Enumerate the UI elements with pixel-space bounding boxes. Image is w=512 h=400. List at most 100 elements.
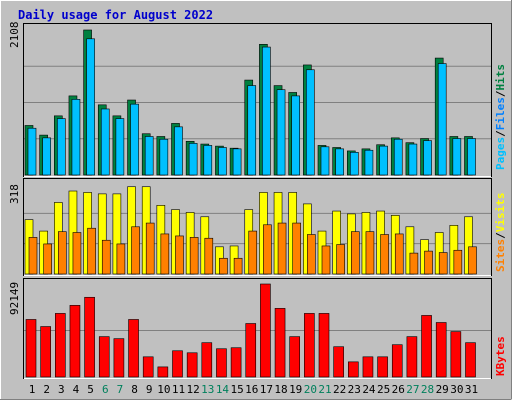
sites-bar-day-9 — [145, 222, 155, 275]
sites-bar-day-6 — [101, 239, 111, 275]
sites-bar-day-24 — [365, 231, 375, 275]
files-bar-day-19 — [291, 95, 301, 176]
files-bar-day-27 — [408, 143, 418, 176]
files-bar-day-29 — [437, 63, 447, 176]
files-bar-day-3 — [56, 118, 66, 176]
sites-bar-day-10 — [160, 233, 170, 275]
kbytes-bar-day-25 — [377, 356, 388, 378]
kbytes-bar-day-7 — [113, 338, 125, 378]
day-label-9: 9 — [146, 383, 153, 396]
kbytes-bar-day-5 — [84, 296, 95, 378]
day-label-1: 1 — [29, 383, 36, 396]
day-label-28: 28 — [421, 383, 434, 396]
sites-bar-day-3 — [57, 231, 67, 275]
kbytes-bar-day-30 — [450, 331, 462, 378]
legend-hits: Hits — [494, 64, 507, 91]
kbytes-bar-day-12 — [186, 352, 198, 378]
sites-bar-day-26 — [394, 233, 404, 275]
kbytes-bar-day-17 — [260, 283, 271, 378]
day-label-27: 27 — [406, 383, 419, 396]
sites-bar-day-17 — [263, 224, 272, 275]
files-bar-day-28 — [423, 140, 432, 176]
kbytes-bar-day-2 — [40, 326, 51, 378]
files-bar-day-15 — [232, 148, 242, 176]
sites-bar-day-13 — [204, 237, 214, 275]
legend-visits: Visits — [494, 193, 507, 233]
day-label-10: 10 — [157, 383, 170, 396]
files-bar-day-2 — [42, 137, 51, 176]
kbytes-bar-day-4 — [69, 305, 81, 378]
chart-title: Daily usage for August 2022 — [18, 8, 213, 22]
sites-bar-day-15 — [233, 257, 243, 275]
files-bar-day-7 — [115, 118, 125, 176]
day-label-29: 29 — [436, 383, 449, 396]
day-label-4: 4 — [73, 383, 80, 396]
sites-bar-day-22 — [336, 244, 345, 275]
sites-bar-day-12 — [189, 237, 199, 275]
kbytes-bar-day-27 — [406, 336, 418, 378]
files-bar-day-6 — [100, 108, 110, 176]
kbytes-bar-day-8 — [128, 319, 139, 378]
day-label-30: 30 — [450, 383, 463, 396]
day-label-20: 20 — [304, 383, 317, 396]
sites-bar-day-27 — [409, 252, 419, 275]
kbytes-bar-day-13 — [201, 342, 213, 378]
files-bar-day-11 — [174, 126, 183, 176]
kbytes-ymax-label: 92149 — [8, 282, 21, 315]
kbytes-bar-day-6 — [98, 336, 110, 378]
hits-legend: Pages/Files/Hits — [494, 64, 507, 170]
files-bar-day-20 — [306, 69, 315, 176]
legend-sep-2: / — [494, 90, 507, 97]
sites-bar-day-8 — [131, 226, 140, 275]
files-bar-day-31 — [467, 138, 476, 176]
day-label-18: 18 — [274, 383, 287, 396]
files-bar-day-12 — [188, 143, 198, 176]
kbytes-bar-day-16 — [245, 323, 257, 378]
files-bar-day-17 — [262, 46, 271, 176]
day-label-14: 14 — [216, 383, 230, 396]
day-label-21: 21 — [318, 383, 331, 396]
sites-bar-day-7 — [116, 243, 126, 275]
kbytes-bars — [24, 283, 491, 378]
day-label-31: 31 — [465, 383, 478, 396]
sites-bar-day-30 — [453, 249, 463, 275]
legend-pages: Pages — [494, 137, 507, 170]
files-bar-day-1 — [27, 127, 37, 176]
kbytes-bar-day-18 — [274, 308, 286, 378]
day-label-22: 22 — [333, 383, 346, 396]
day-label-2: 2 — [43, 383, 50, 396]
files-bar-day-21 — [320, 146, 330, 176]
sites-bar-day-16 — [248, 230, 258, 275]
files-bar-day-18 — [276, 89, 286, 176]
visits-legend: Sites/Visits — [494, 193, 507, 273]
day-label-15: 15 — [230, 383, 243, 396]
day-label-19: 19 — [289, 383, 302, 396]
day-label-13: 13 — [201, 383, 214, 396]
sites-bar-day-25 — [380, 234, 389, 275]
day-label-11: 11 — [172, 383, 185, 396]
hits-bars — [24, 29, 491, 176]
day-label-16: 16 — [245, 383, 258, 396]
day-label-5: 5 — [87, 383, 94, 396]
day-label-17: 17 — [260, 383, 273, 396]
kbytes-bar-day-23 — [347, 361, 359, 378]
files-bar-day-23 — [349, 152, 359, 176]
kbytes-bar-day-29 — [435, 322, 447, 378]
files-bar-day-26 — [393, 138, 403, 176]
legend-sites: Sites — [494, 239, 507, 272]
day-label-12: 12 — [187, 383, 200, 396]
day-label-23: 23 — [348, 383, 361, 396]
kbytes-bar-day-9 — [142, 356, 154, 378]
sites-bar-day-31 — [468, 246, 477, 275]
files-bar-day-10 — [159, 138, 169, 176]
sites-bar-day-28 — [424, 250, 433, 275]
kbytes-bar-day-15 — [230, 347, 242, 378]
sites-bar-day-1 — [28, 237, 38, 275]
kbytes-bar-day-11 — [172, 350, 183, 378]
visits-bars — [24, 186, 491, 275]
kbytes-bar-day-28 — [421, 315, 432, 378]
files-bar-day-4 — [71, 99, 81, 176]
sites-bar-day-19 — [292, 222, 302, 275]
files-bar-day-25 — [379, 145, 388, 176]
